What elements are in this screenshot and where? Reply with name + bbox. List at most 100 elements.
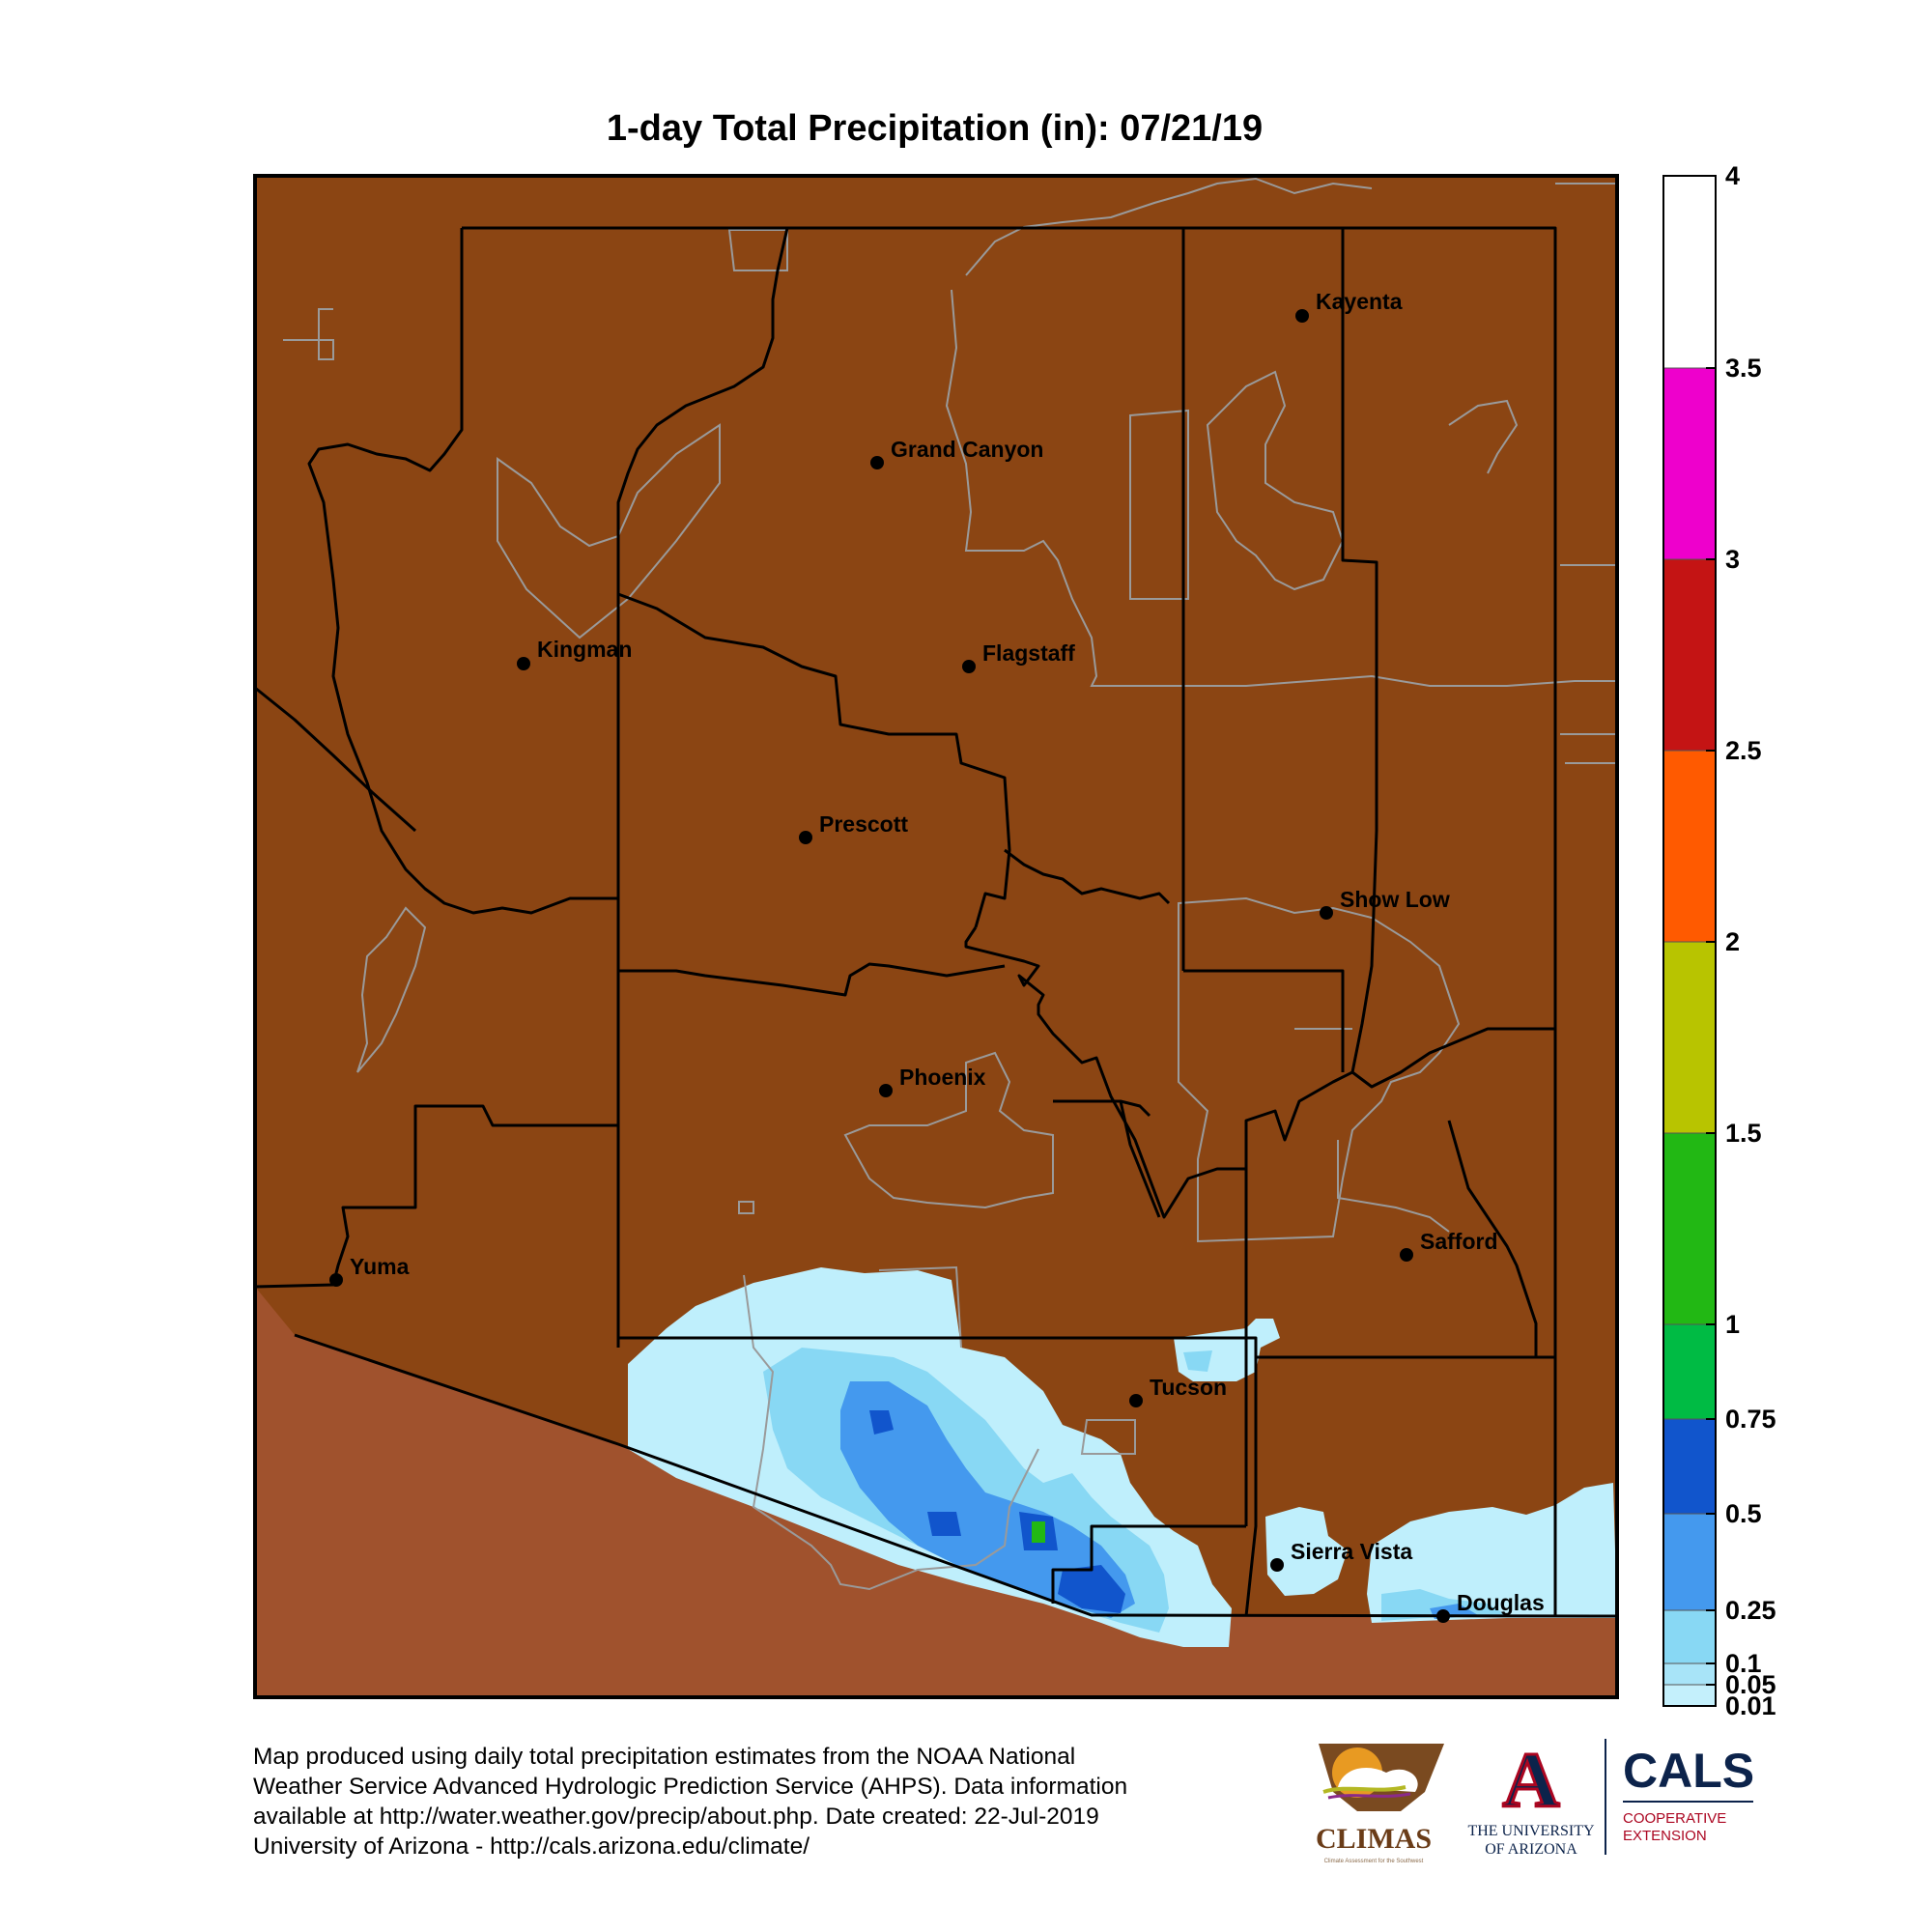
legend-bin-3.5-4 — [1663, 176, 1716, 368]
cals-subtitle-line-2: EXTENSION — [1623, 1828, 1707, 1844]
city-marker-grand-canyon — [870, 456, 884, 469]
legend-tick-label: 0.75 — [1725, 1405, 1776, 1434]
city-label-tucson: Tucson — [1150, 1375, 1227, 1400]
legend-bin-0.05-0.1 — [1663, 1663, 1716, 1685]
county-line — [254, 1283, 334, 1289]
county-line — [307, 228, 620, 971]
legend-tick-label: 0.25 — [1725, 1596, 1776, 1625]
city-label-kingman: Kingman — [537, 637, 632, 662]
city-label-kayenta: Kayenta — [1316, 289, 1403, 314]
precip-heavy-area-2 — [927, 1512, 961, 1536]
reservation-boundary — [843, 1051, 1054, 1209]
reservation-boundary — [1206, 370, 1345, 591]
city-label-grand-canyon: Grand Canyon — [891, 437, 1043, 462]
footer-text: Map produced using daily total precipita… — [253, 1742, 1296, 1861]
legend-bin-1.5-2 — [1663, 942, 1716, 1133]
city-marker-kingman — [517, 657, 530, 670]
county-line — [1183, 969, 1345, 1072]
legend-bin-0.25-0.5 — [1663, 1514, 1716, 1610]
map-frame — [253, 174, 1619, 1699]
precip-peak-cell — [1032, 1521, 1045, 1543]
city-marker-douglas — [1436, 1609, 1450, 1623]
reservation-boundary — [738, 1201, 754, 1214]
county-line — [617, 592, 1011, 928]
city-layer: Kayenta Grand Canyon Kingman Flagstaff P… — [329, 289, 1545, 1623]
reservation-boundary — [743, 1274, 1039, 1591]
county-line — [1256, 1355, 1557, 1616]
reservation-boundary — [1448, 399, 1519, 474]
legend-tick-label: 0.5 — [1725, 1499, 1762, 1528]
city-label-prescott: Prescott — [819, 811, 908, 837]
county-line — [1341, 228, 1378, 1073]
ua-name-line-2: OF ARIZONA — [1485, 1841, 1577, 1858]
legend-colorbar — [1662, 175, 1717, 1707]
precip-moderate-area — [840, 1381, 1135, 1618]
county-line — [254, 686, 416, 833]
county-line — [964, 926, 1555, 1219]
cals-subtitle-line-1: COOPERATIVE — [1623, 1810, 1726, 1827]
legend-tick-label: 1 — [1725, 1310, 1740, 1339]
county-boundaries — [254, 226, 1618, 1618]
legend-tick-label: 1.5 — [1725, 1119, 1762, 1148]
city-marker-tucson — [1129, 1394, 1143, 1407]
legend-bin-1-1.5 — [1663, 1133, 1716, 1324]
precip-light-area-sierra-vista — [1265, 1507, 1348, 1596]
city-label-show-low: Show Low — [1340, 887, 1450, 912]
city-marker-prescott — [799, 831, 812, 844]
climas-logo: CLIMAS Climate Assessment for the Southw… — [1316, 1744, 1444, 1864]
legend-tick-label: 3.5 — [1725, 354, 1762, 383]
city-marker-sierra-vista — [1270, 1558, 1284, 1572]
precip-mid-area-north-tucson — [1183, 1350, 1212, 1372]
county-line — [1051, 1524, 1246, 1604]
county-line — [616, 227, 789, 1343]
reservation-boundary — [945, 289, 1618, 687]
reservation-boundary — [283, 308, 334, 360]
reservation-boundary — [878, 1265, 962, 1349]
reservation-boundary — [1080, 1419, 1136, 1455]
county-line — [1004, 848, 1171, 905]
ua-block-a: A — [1502, 1736, 1559, 1824]
city-marker-show-low — [1320, 906, 1333, 920]
climas-wordmark: CLIMAS — [1316, 1823, 1432, 1855]
footer-line: Map produced using daily total precipita… — [253, 1744, 1076, 1770]
city-label-phoenix: Phoenix — [899, 1065, 986, 1090]
legend-bin-0.75-1 — [1663, 1324, 1716, 1419]
city-label-sierra-vista: Sierra Vista — [1291, 1539, 1412, 1564]
reservation-boundary — [497, 423, 721, 639]
city-marker-kayenta — [1295, 309, 1309, 323]
county-line — [1053, 1099, 1161, 1218]
cals-wordmark: CALS — [1623, 1744, 1754, 1798]
legend-tick-label: 4 — [1725, 161, 1740, 190]
ua-name-line-1: THE UNIVERSITY — [1467, 1823, 1595, 1839]
reservation-boundary — [727, 229, 788, 271]
cals-cooperative-extension-logo: CALS COOPERATIVE EXTENSION — [1605, 1739, 1754, 1855]
county-line — [294, 1333, 1618, 1618]
reservation-boundary — [1178, 896, 1461, 1243]
legend-tick-label: 0.01 — [1725, 1691, 1776, 1720]
legend-tick-label: 0.1 — [1725, 1649, 1762, 1678]
legend-bin-2-2.5 — [1663, 751, 1716, 942]
county-line — [1120, 1099, 1151, 1118]
reservation-boundary — [1129, 409, 1189, 600]
county-line — [331, 1104, 618, 1286]
page-title: 1-day Total Precipitation (in): 07/21/19 — [606, 108, 1264, 149]
legend-bin-0.5-0.75 — [1663, 1419, 1716, 1514]
city-marker-yuma — [329, 1273, 343, 1287]
precip-heavy-area-1 — [869, 1410, 894, 1435]
reservation-boundary — [1337, 1140, 1450, 1233]
city-label-yuma: Yuma — [350, 1254, 410, 1279]
footer-line: University of Arizona - http://cals.ariz… — [253, 1833, 810, 1860]
legend-tick-label: 0.05 — [1725, 1670, 1776, 1699]
county-line — [1447, 1120, 1538, 1357]
legend-tick-label: 2.5 — [1725, 736, 1762, 765]
precip-mid-area-southeast — [1381, 1589, 1507, 1621]
city-label-douglas: Douglas — [1457, 1590, 1545, 1615]
legend-bin-2.5-3 — [1663, 559, 1716, 751]
county-line — [618, 1336, 1258, 1617]
mexico-region — [255, 1287, 1617, 1697]
legend-tick-labels: 4 3.5 3 2.5 2 1.5 1 0.75 0.5 0.25 0.10.050.01 — [1725, 161, 1776, 1720]
legend-tick-label: 3 — [1725, 545, 1740, 574]
city-label-safford: Safford — [1420, 1229, 1498, 1254]
university-of-arizona-logo: A THE UNIVERSITY OF ARIZONA — [1467, 1735, 1595, 1859]
